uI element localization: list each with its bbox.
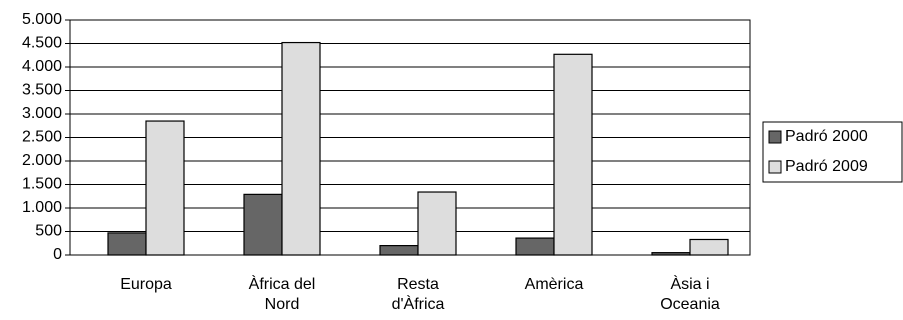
y-tick-label: 4.500 [22,35,62,52]
bar [107,232,147,256]
bar [417,191,457,256]
y-tick-label: 1.000 [22,199,62,216]
y-tick-label: 5.000 [22,11,62,28]
x-tick-label: Amèrica [525,276,584,293]
bar [145,120,185,256]
bar [689,238,729,256]
legend-swatch [768,130,782,144]
y-tick-label: 500 [35,223,62,240]
y-tick-label: 3.000 [22,105,62,122]
y-tick-label: 2.500 [22,129,62,146]
x-tick-label: Europa [120,276,172,293]
y-tick-label: 3.500 [22,82,62,99]
legend-frame [762,121,903,183]
legend-label: Padró 2000 [785,128,868,145]
x-tick-label: Resta d'Àfrica [392,276,445,313]
y-tick-label: 0 [53,246,62,263]
legend-label: Padró 2009 [785,158,868,175]
bar [281,41,321,256]
bar [553,53,593,256]
y-tick-label: 2.000 [22,152,62,169]
bar [515,237,555,256]
x-tick-label: Àsia i Oceania [660,274,720,313]
bar [651,252,691,256]
bar [379,245,419,256]
y-tick-label: 1.500 [22,176,62,193]
y-tick-label: 4.000 [22,58,62,75]
x-tick-label: Àfrica del Nord [249,274,316,313]
bar [243,193,283,256]
legend-swatch [768,160,782,174]
